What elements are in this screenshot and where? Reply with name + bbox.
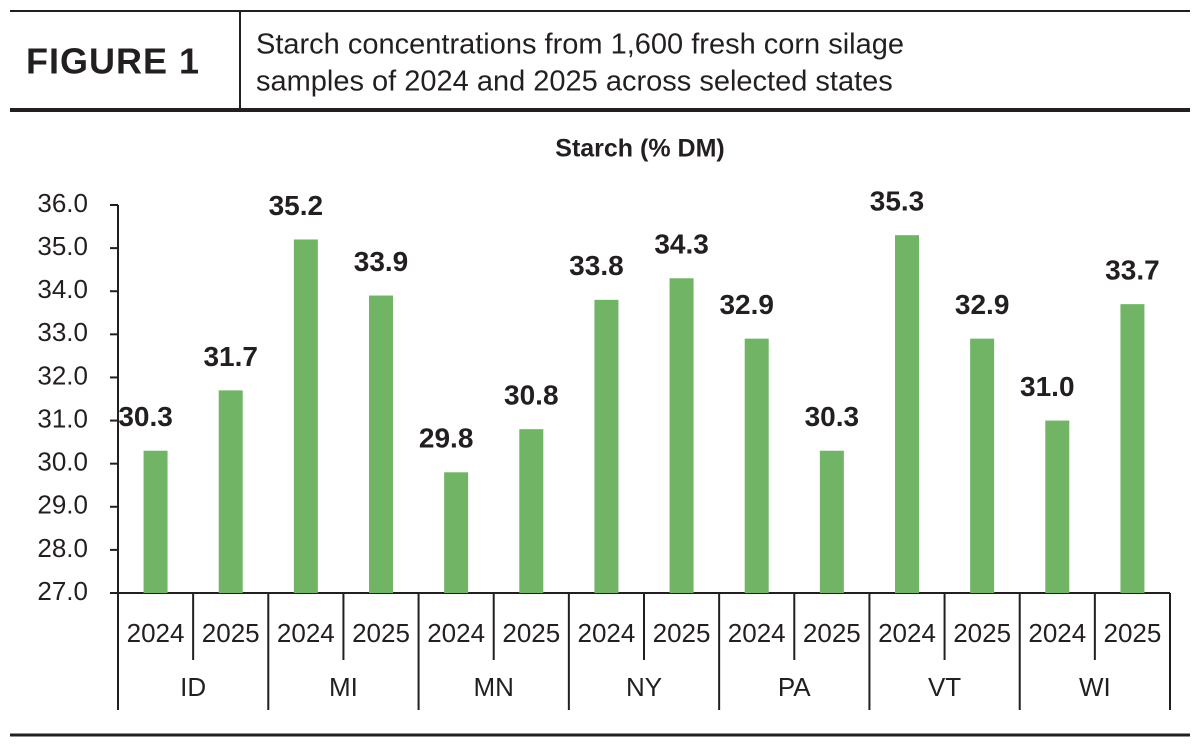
- group-label: MI: [329, 672, 358, 702]
- value-label: 29.8: [419, 423, 474, 454]
- x-tick-label: 2025: [502, 618, 560, 648]
- chart-title: Starch (% DM): [555, 135, 724, 163]
- bar: [369, 295, 393, 593]
- value-label: 30.3: [805, 401, 860, 432]
- bar: [143, 450, 168, 593]
- y-tick-label: 36.0: [37, 188, 88, 218]
- y-tick-label: 29.0: [37, 490, 88, 520]
- subtitle-line: Starch concentrations from 1,600 fresh c…: [256, 29, 904, 61]
- bar: [519, 429, 544, 593]
- x-tick-label: 2024: [427, 618, 485, 648]
- value-label: 34.3: [654, 229, 709, 260]
- bar: [218, 390, 243, 593]
- x-tick-label: 2024: [878, 618, 936, 648]
- bar: [1045, 420, 1070, 593]
- bar: [669, 278, 694, 593]
- y-tick-label: 34.0: [37, 274, 88, 304]
- y-tick-label: 33.0: [37, 317, 88, 347]
- y-tick-label: 35.0: [37, 231, 88, 261]
- value-label: 31.0: [1020, 371, 1075, 402]
- value-label: 32.9: [955, 289, 1010, 320]
- bar: [895, 235, 919, 593]
- value-label: 30.8: [504, 380, 559, 411]
- value-label: 33.8: [569, 250, 624, 281]
- x-tick-label: 2024: [127, 618, 185, 648]
- y-tick-label: 28.0: [37, 533, 88, 563]
- group-label: ID: [180, 672, 206, 702]
- bar: [819, 450, 844, 593]
- y-tick-label: 27.0: [37, 576, 88, 606]
- x-tick-label: 2024: [277, 618, 335, 648]
- x-tick-label: 2025: [953, 618, 1011, 648]
- x-tick-label: 2024: [728, 618, 786, 648]
- x-tick-label: 2025: [653, 618, 711, 648]
- group-label: MN: [473, 672, 513, 702]
- x-tick-label: 2024: [578, 618, 636, 648]
- x-tick-label: 2025: [803, 618, 861, 648]
- figure-label: FIGURE 1: [26, 41, 200, 82]
- bar: [744, 338, 769, 593]
- bar: [970, 338, 995, 593]
- bar: [444, 472, 469, 593]
- y-tick-label: 32.0: [37, 360, 88, 390]
- bar: [594, 299, 619, 593]
- x-tick-label: 2025: [202, 618, 260, 648]
- value-label: 33.7: [1105, 255, 1160, 286]
- value-label: 35.2: [269, 190, 324, 221]
- group-label: PA: [778, 672, 811, 702]
- x-tick-label: 2025: [352, 618, 410, 648]
- value-label: 31.7: [203, 341, 258, 372]
- group-label: WI: [1079, 672, 1111, 702]
- bar: [293, 239, 318, 593]
- y-tick-label: 30.0: [37, 447, 88, 477]
- x-tick-label: 2024: [1028, 618, 1086, 648]
- x-tick-label: 2025: [1104, 618, 1162, 648]
- value-label: 30.3: [118, 401, 173, 432]
- value-label: 33.9: [354, 246, 409, 277]
- value-label: 35.3: [870, 186, 925, 217]
- group-label: VT: [928, 672, 961, 702]
- y-tick-label: 31.0: [37, 403, 88, 433]
- group-label: NY: [626, 672, 662, 702]
- subtitle-line: samples of 2024 and 2025 across selected…: [256, 66, 893, 98]
- value-label: 32.9: [719, 289, 774, 320]
- bar: [1120, 304, 1145, 593]
